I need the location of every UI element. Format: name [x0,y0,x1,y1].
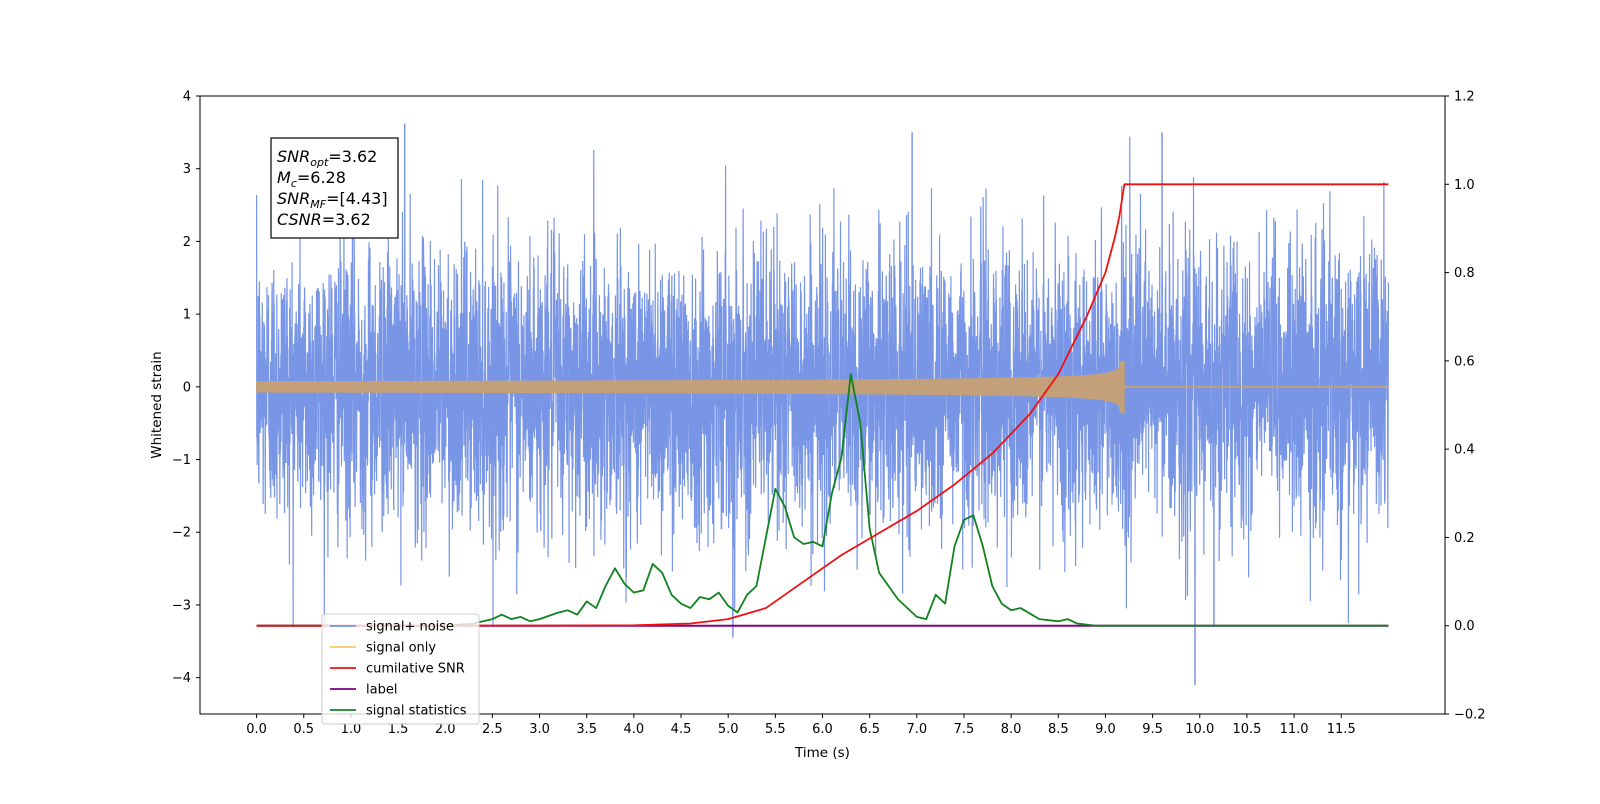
series-signal-noise [255,136,1390,627]
x-tick-label: 7.5 [954,722,975,737]
x-tick-label: 3.5 [576,722,597,737]
x-tick-label: 0.0 [246,722,267,737]
x-tick-label: 2.0 [435,722,456,737]
y-right-tick-label: 0.2 [1454,531,1475,546]
legend-label: signal statistics [366,704,467,719]
y-axis-label: Whitened strain [149,351,165,458]
series-signal-statistics [256,373,1389,627]
x-tick-label: 4.5 [671,722,692,737]
y-right-tick-label: 0.4 [1454,443,1475,458]
x-tick-label: 11.5 [1327,722,1356,737]
axes: 0.0 0.5 1.0 1.5 2.0 2.5 3.0 3.5 4.0 4.5 5.0 5.5 6.0 6… [149,90,1486,762]
y-right-tick-label: 0.0 [1454,619,1475,634]
x-tick-label: 9.5 [1142,722,1163,737]
y-left-tick-label: 1 [183,308,191,323]
x-tick-label: 10.5 [1232,722,1261,737]
x-tick-label: 7.0 [906,722,927,737]
x-tick-label: 8.0 [1001,722,1022,737]
legend-frame [321,613,480,725]
annotation-snr_mf: SNRMF=[4.43] [277,189,388,211]
y-right-tick-label: 1.2 [1454,90,1475,105]
y-right-tick-label: 1.0 [1454,178,1475,193]
legend-label: signal+ noise [366,620,454,635]
x-tick-label: 6.0 [812,722,833,737]
y-left-tick-label: 4 [183,90,191,105]
x-axis-label: Time (s) [794,745,850,761]
x-tick-label: 4.0 [624,722,645,737]
x-tick-label: 0.5 [293,722,314,737]
y-left-tick-label: 2 [183,235,191,250]
legend: signal+ noise signal only cumilative SNR la… [321,613,480,725]
y-left-tick-label: −3 [172,598,191,613]
annotation-mc: Mc=6.28 [277,168,346,190]
x-tick-label: 1.0 [341,722,362,737]
legend-label: label [366,683,397,698]
x-tick-label: 10.0 [1185,722,1214,737]
y-left-tick-label: −1 [172,453,191,468]
x-tick-label: 8.5 [1048,722,1069,737]
annotation-csnr: CSNR=3.62 [277,210,371,229]
y-left-tick-label: 0 [183,380,191,395]
y-left-tick-label: −2 [172,526,191,541]
legend-label: signal only [366,641,436,656]
x-tick-label: 11.0 [1280,722,1309,737]
series-cumulative-snr [256,183,1389,627]
x-tick-label: 5.5 [765,722,786,737]
x-tick-label: 5.0 [718,722,739,737]
x-tick-label: 6.5 [859,722,880,737]
x-tick-label: 9.0 [1095,722,1116,737]
y-right-tick-label: −0.2 [1454,708,1486,723]
annotation-frame [270,137,399,239]
y-left-tick-label: −4 [172,671,191,686]
x-tick-label: 1.5 [388,722,409,737]
y-right-tick-label: 0.6 [1454,354,1475,369]
plot-area [255,123,1390,685]
legend-label: cumilative SNR [366,662,465,677]
x-tick-label: 2.5 [482,722,503,737]
y-right-tick-label: 0.8 [1454,266,1475,281]
annotation-snr_opt: SNRopt=3.62 [277,147,377,169]
y-left-tick-label: 3 [183,162,191,177]
x-tick-label: 3.0 [529,722,550,737]
